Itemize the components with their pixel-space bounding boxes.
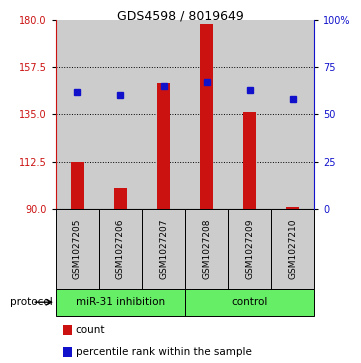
Bar: [185, 209, 228, 289]
Bar: [99, 209, 142, 289]
Text: protocol: protocol: [10, 297, 52, 307]
Bar: [271, 209, 314, 289]
Bar: [200, 24, 213, 209]
Bar: [99, 20, 142, 209]
Text: GSM1027205: GSM1027205: [73, 219, 82, 279]
Text: GSM1027210: GSM1027210: [288, 219, 297, 279]
Text: count: count: [76, 325, 105, 335]
Bar: [228, 20, 271, 209]
Bar: [56, 20, 99, 209]
Bar: [142, 209, 185, 289]
Bar: [286, 207, 299, 209]
Bar: [56, 289, 185, 316]
Text: GSM1027208: GSM1027208: [202, 219, 211, 279]
Bar: [56, 209, 99, 289]
Bar: [71, 162, 84, 209]
Bar: [271, 20, 314, 209]
Bar: [185, 20, 228, 209]
Text: GSM1027209: GSM1027209: [245, 219, 254, 279]
Text: GSM1027207: GSM1027207: [159, 219, 168, 279]
Bar: [228, 209, 271, 289]
Bar: [185, 289, 314, 316]
Text: GSM1027206: GSM1027206: [116, 219, 125, 279]
Bar: [142, 20, 185, 209]
Text: miR-31 inhibition: miR-31 inhibition: [76, 297, 165, 307]
Bar: [243, 112, 256, 209]
Text: GDS4598 / 8019649: GDS4598 / 8019649: [117, 9, 244, 22]
Bar: [157, 83, 170, 209]
Bar: [114, 188, 127, 209]
Text: control: control: [231, 297, 268, 307]
Text: percentile rank within the sample: percentile rank within the sample: [76, 347, 252, 357]
